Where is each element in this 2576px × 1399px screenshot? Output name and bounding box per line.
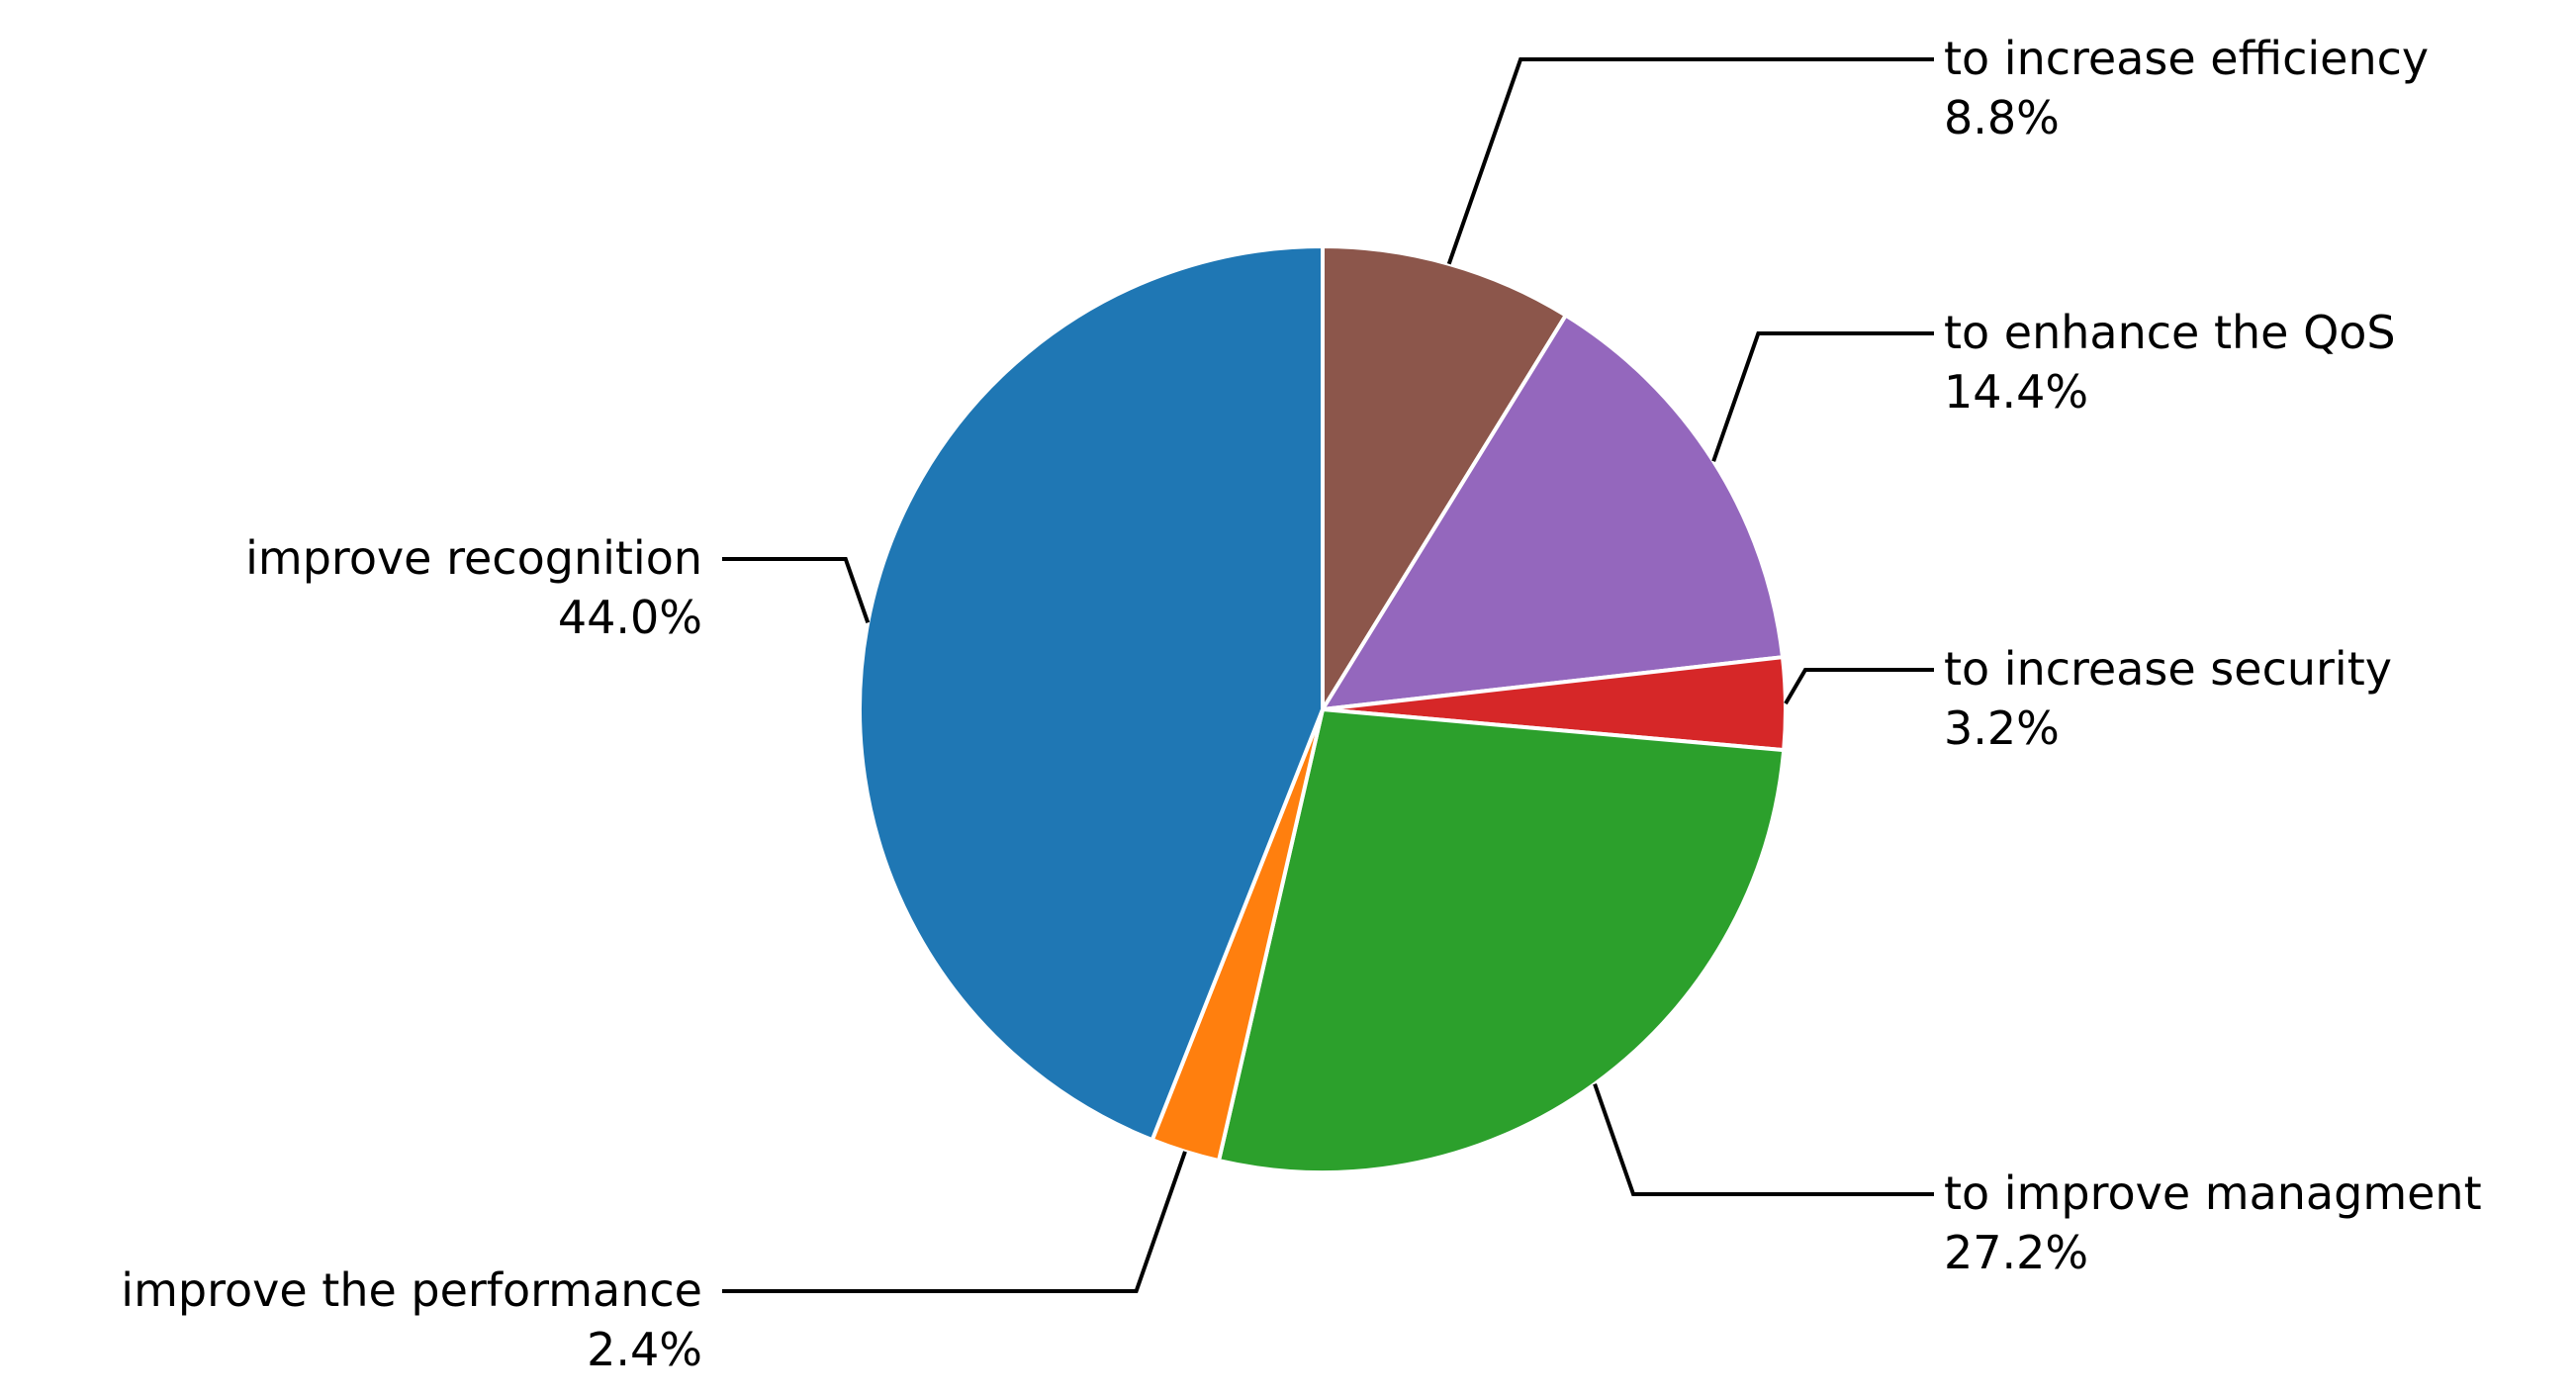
pie-slice-0 [1321,244,1568,711]
slices-layer [857,244,1788,1175]
slice-label-5: improve recognition [245,531,702,585]
leader-lines-layer [722,57,1934,1293]
slice-percent-label-5: 44.0% [558,591,702,644]
pie-slice-1 [1321,313,1786,711]
slice-label-2: to increase security [1944,642,2392,696]
leader-line-3 [1593,1082,1934,1196]
pie-slice-3 [1217,707,1787,1175]
slice-label-1: to enhance the QoS [1944,306,2396,359]
leader-line-1 [1711,331,1934,462]
slice-percent-label-3: 27.2% [1944,1226,2088,1279]
leader-line-0 [1446,57,1934,265]
labels-layer: to increase efficiency 8.8% to enhance the… [121,32,2481,1376]
leader-line-5 [722,557,871,623]
slice-percent-label-2: 3.2% [1944,701,2060,755]
slice-label-3: to improve managment [1944,1166,2482,1220]
slice-percent-label-4: 2.4% [587,1323,702,1376]
leader-line-4 [722,1151,1187,1293]
slice-label-0: to increase efficiency [1944,32,2429,85]
slice-percent-label-1: 14.4% [1944,365,2088,419]
slice-percent-label-0: 8.8% [1944,91,2060,144]
slice-label-4: improve the performance [121,1263,702,1317]
leader-line-2 [1784,668,1934,705]
